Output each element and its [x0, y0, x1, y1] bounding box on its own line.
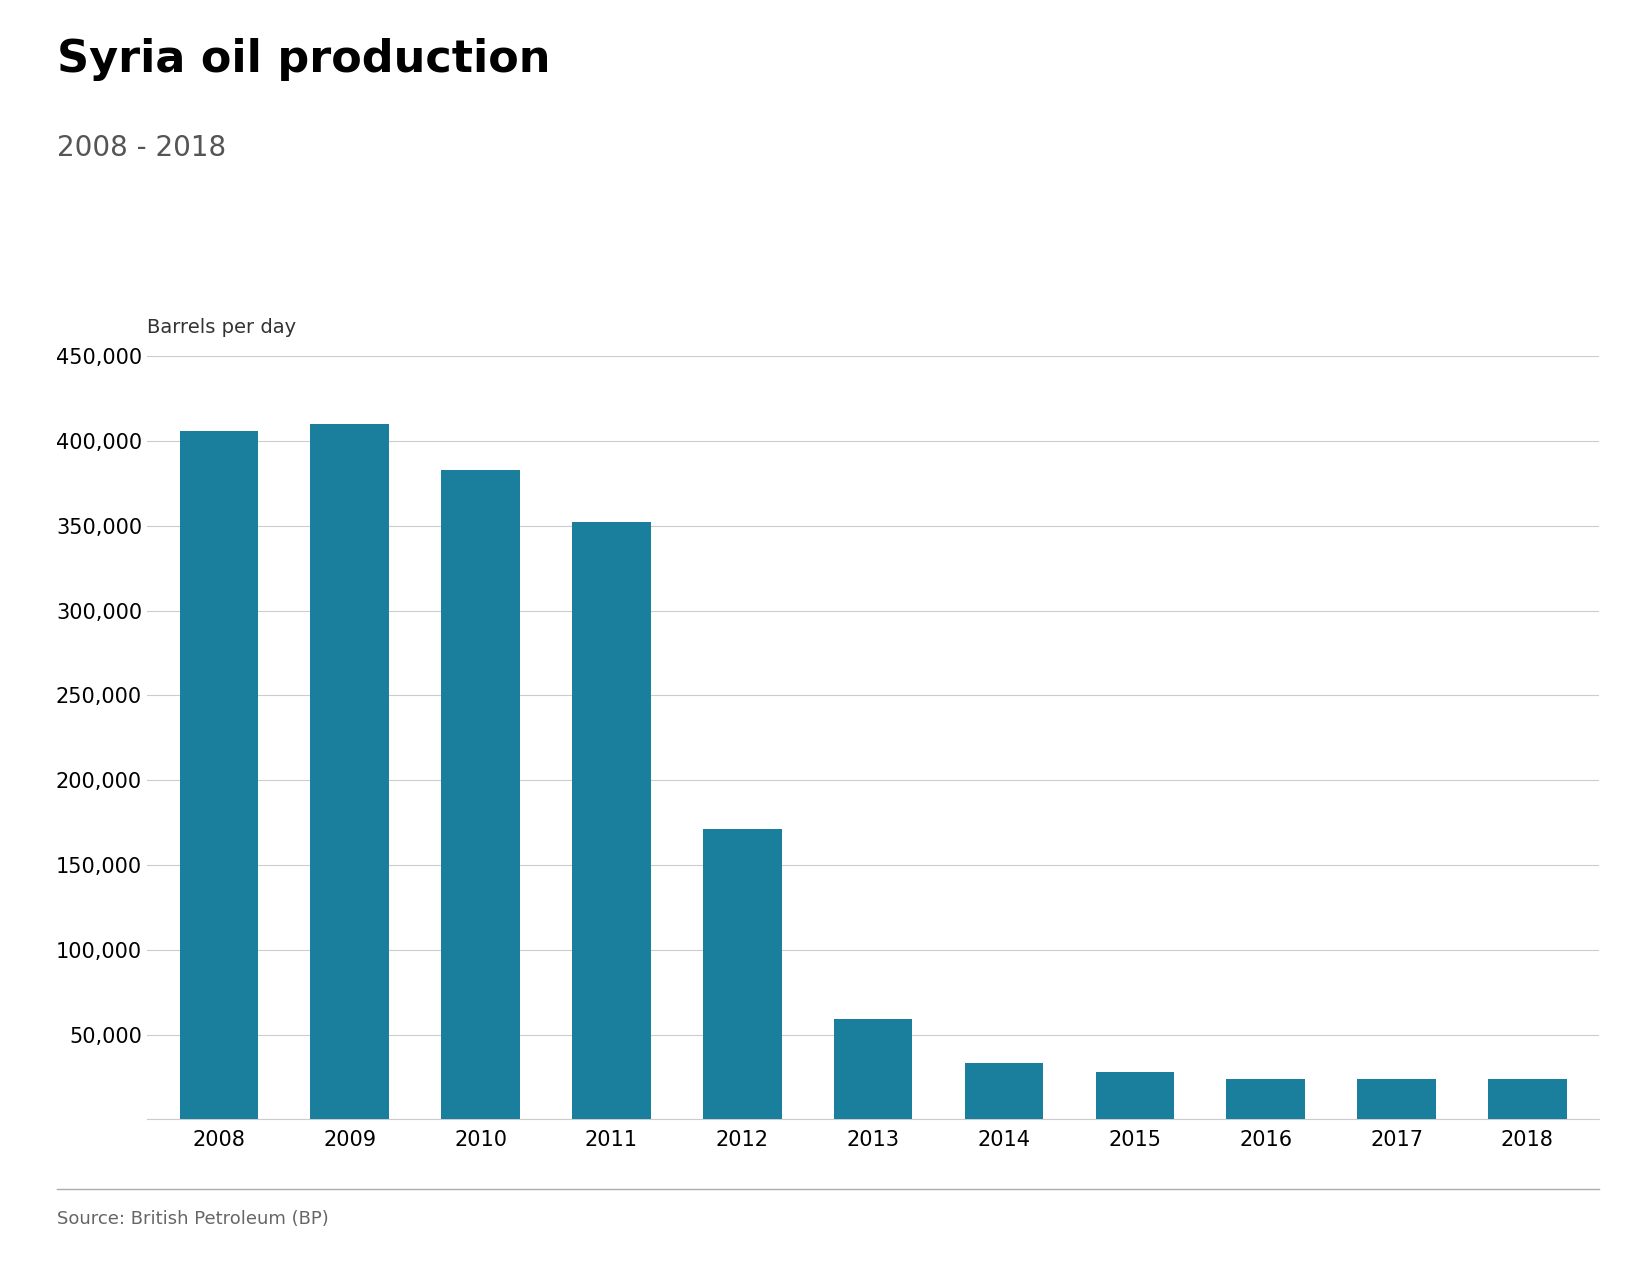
- Bar: [1358, 1079, 1436, 1119]
- Bar: [180, 431, 258, 1119]
- Text: Source: British Petroleum (BP): Source: British Petroleum (BP): [57, 1210, 330, 1227]
- Text: Barrels per day: Barrels per day: [147, 318, 295, 337]
- Bar: [310, 424, 388, 1119]
- Bar: [441, 469, 521, 1119]
- Text: 2008 - 2018: 2008 - 2018: [57, 134, 227, 162]
- Text: Syria oil production: Syria oil production: [57, 38, 550, 81]
- Bar: [834, 1019, 912, 1119]
- Bar: [1095, 1072, 1173, 1119]
- Bar: [965, 1063, 1043, 1119]
- Bar: [1488, 1079, 1567, 1119]
- Bar: [573, 523, 651, 1119]
- Bar: [1226, 1079, 1306, 1119]
- Bar: [703, 829, 782, 1119]
- Text: BBC: BBC: [1526, 1217, 1572, 1235]
